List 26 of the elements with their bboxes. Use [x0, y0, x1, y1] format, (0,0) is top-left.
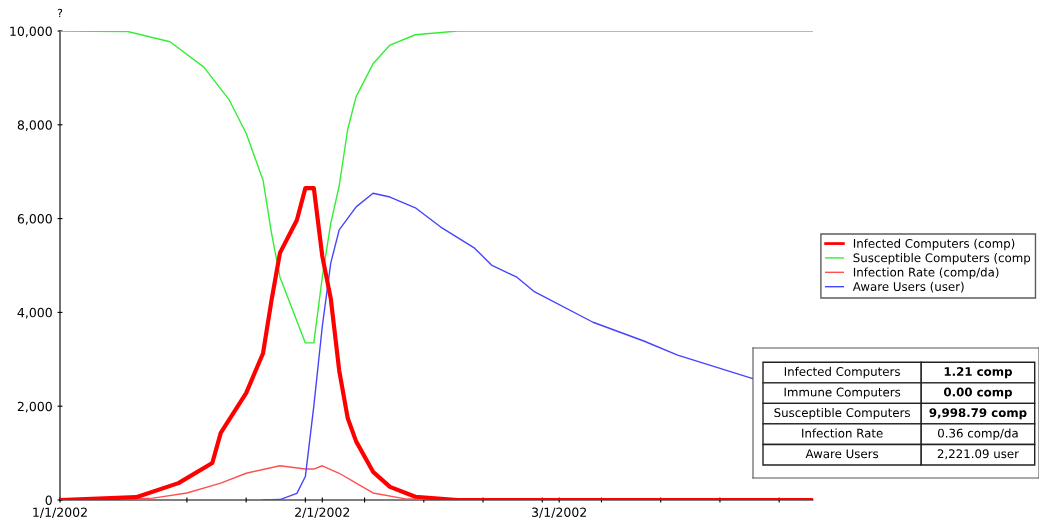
y-tick-label: 0: [45, 495, 52, 505]
annotation: Immune Computers: [784, 387, 901, 399]
text: 0.00 comp: [943, 387, 1012, 399]
line-series: [262, 192, 755, 500]
y-tick-label: 4,000: [17, 307, 52, 319]
text: 0.36 comp/da: [938, 428, 1018, 440]
text: 1.21 comp: [944, 367, 1012, 379]
annotation: Infected Computers: [784, 366, 900, 379]
x-tick-label: 1/1/2002: [33, 507, 87, 518]
text: 2,221.09 user: [937, 449, 1019, 460]
legend-label: Infection Rate (comp/da): [853, 267, 999, 279]
y-tick-label: 10,000: [10, 26, 52, 38]
line-series: [60, 31, 813, 344]
x-tick-label: 3/1/2002: [532, 507, 586, 518]
y-tick-label: 2,000: [17, 401, 52, 413]
legend-label: Infected Computers (comp): [853, 238, 1015, 251]
y-tick-label: 8,000: [17, 120, 52, 131]
annotation: Infection Rate: [802, 428, 883, 438]
y-axis-title: ?: [57, 8, 63, 18]
annotation: Aware Users: [805, 449, 879, 459]
x-tick-label: 2/1/2002: [295, 507, 350, 518]
legend-label: Susceptible Computers (comp: [853, 253, 1031, 265]
legend-label: Aware Users (user): [852, 281, 964, 293]
annotation: Susceptible Computers: [774, 407, 910, 420]
y-tick-label: 6,000: [17, 214, 52, 225]
text: 9,998.79 comp: [929, 408, 1027, 420]
